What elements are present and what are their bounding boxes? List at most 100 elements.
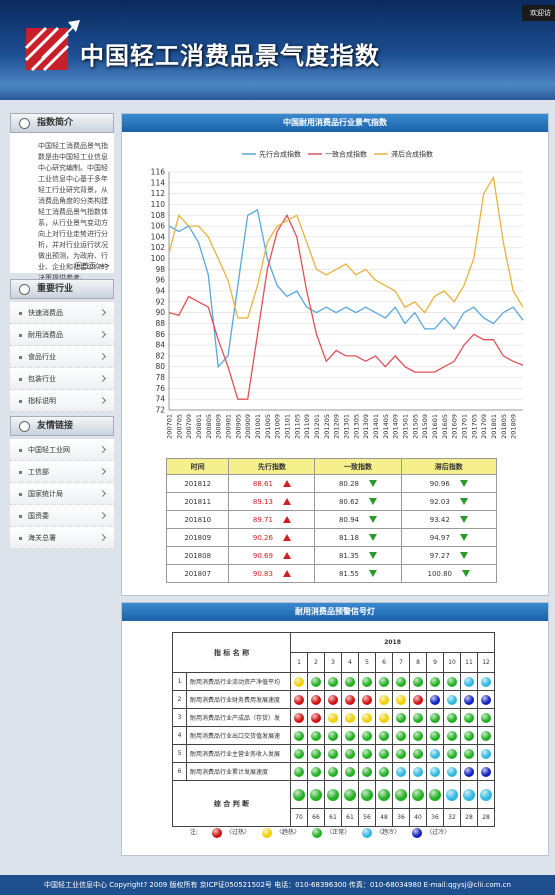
signal-light: [212, 827, 223, 838]
nav-item[interactable]: 指标说明: [10, 390, 114, 412]
light-cell: [324, 726, 342, 745]
row-name: 耐用消费品行业累计发展速度: [186, 762, 291, 781]
signal-light: [430, 730, 440, 741]
light-cell: [358, 726, 376, 745]
signal-light: [464, 712, 474, 723]
signal-light: [362, 730, 372, 741]
month-header: 4: [341, 652, 359, 673]
y-tick-label: 102: [151, 243, 166, 252]
x-tick-label: 200909: [244, 414, 252, 439]
light-cell: [476, 762, 496, 781]
row-number: 5: [172, 744, 187, 763]
signal-light: [294, 766, 304, 777]
nav-item[interactable]: 海关总署: [10, 527, 114, 549]
light-cell: [324, 780, 342, 809]
x-tick-label: 201209: [333, 414, 341, 439]
trend-arrow: [459, 480, 468, 487]
x-tick-label: 201405: [382, 414, 390, 439]
signal-light: [312, 827, 323, 838]
trend-arrow: [282, 480, 291, 487]
signal-light: [481, 766, 492, 777]
signal-light: [447, 676, 457, 687]
signal-light: [396, 748, 406, 759]
nav-item[interactable]: 耐用消费品: [10, 324, 114, 346]
light-cell: [460, 762, 478, 781]
section-header: 指数简介: [10, 113, 114, 133]
table-cell: 100.80: [400, 564, 498, 583]
light-cell: [426, 708, 444, 727]
cell-value: 97.27: [429, 551, 450, 560]
trend-arrow: [282, 570, 291, 577]
arrow-shape: [369, 570, 378, 577]
month-header: 5: [358, 652, 376, 673]
light-cell: [476, 672, 496, 691]
signal-light: [362, 748, 372, 759]
trend-arrow: [369, 552, 378, 559]
table-cell: 81.55: [314, 564, 402, 583]
nav-item[interactable]: 包装行业: [10, 368, 114, 390]
welcome-button[interactable]: 欢迎访: [522, 5, 555, 21]
month-header: 3: [324, 652, 342, 673]
light-cell: [443, 726, 461, 745]
x-tick-label: 201801: [490, 414, 498, 439]
header-cell: 滞后指数: [400, 458, 498, 475]
signal-light: [362, 712, 372, 723]
signal-light: [463, 788, 475, 801]
light-cell: [290, 780, 308, 809]
cell-value: 92.03: [429, 497, 450, 506]
nav-item[interactable]: 国资委: [10, 505, 114, 527]
nav-item[interactable]: 国家统计局: [10, 483, 114, 505]
signal-light: [396, 694, 406, 705]
trend-arrow: [369, 570, 378, 577]
arrow-shape: [369, 498, 378, 505]
signal-light: [345, 694, 355, 705]
signal-light: [413, 730, 423, 741]
nav-item[interactable]: 食品行业: [10, 346, 114, 368]
site-title: 中国轻工消费品景气度指数: [80, 41, 380, 70]
home-link[interactable]: 回首页 >>: [75, 262, 110, 270]
light-cell: [290, 708, 308, 727]
row-number: 2: [172, 690, 187, 709]
trend-arrow: [369, 534, 378, 541]
signal-row: 1 耐用消费品行业流动资产净值平均: [172, 672, 496, 691]
signal-light: [481, 748, 492, 759]
arrow-shape: [462, 570, 471, 577]
row-number: 1: [172, 672, 187, 691]
y-tick-label: 112: [151, 189, 166, 198]
light-cell: [375, 744, 393, 763]
light-cell: [307, 762, 325, 781]
table-cell: 201807: [165, 564, 230, 583]
nav-item[interactable]: 工信部: [10, 461, 114, 483]
arrow-shape: [459, 516, 468, 523]
x-tick-label: 201601: [431, 414, 439, 439]
y-tick-label: 110: [151, 200, 166, 209]
signal-light: [311, 748, 321, 759]
light-cell: [426, 744, 444, 763]
arrow-shape: [282, 516, 291, 523]
light-cell: [375, 690, 393, 709]
nav-item[interactable]: 快速消费品: [10, 302, 114, 324]
name-header: 指 标 名 称: [172, 632, 291, 673]
arrow-shape: [282, 534, 291, 541]
light-cell: [358, 744, 376, 763]
signal-light: [294, 748, 304, 759]
header-cell: 一致指数: [314, 458, 402, 475]
trend-arrow: [369, 516, 378, 523]
y-tick-label: 82: [155, 351, 165, 360]
light-cell: [375, 672, 393, 691]
light-cell: [426, 672, 444, 691]
cell-value: 201807: [184, 569, 212, 578]
y-tick-label: 88: [155, 319, 165, 328]
light-cell: [476, 726, 496, 745]
x-tick-label: 201609: [451, 414, 459, 439]
light-cell: [358, 672, 376, 691]
trend-arrow: [369, 498, 378, 505]
table-cell: 88.61: [228, 474, 316, 493]
nav-item[interactable]: 中国轻工业网: [10, 439, 114, 461]
cell-value: 94.97: [429, 533, 450, 542]
signal-row: 4 耐用消费品行业出口交货值发展速: [172, 726, 496, 745]
signal-light: [294, 730, 304, 741]
light-cell: [290, 726, 308, 745]
light-cell: [409, 726, 427, 745]
trend-arrow: [459, 516, 468, 523]
